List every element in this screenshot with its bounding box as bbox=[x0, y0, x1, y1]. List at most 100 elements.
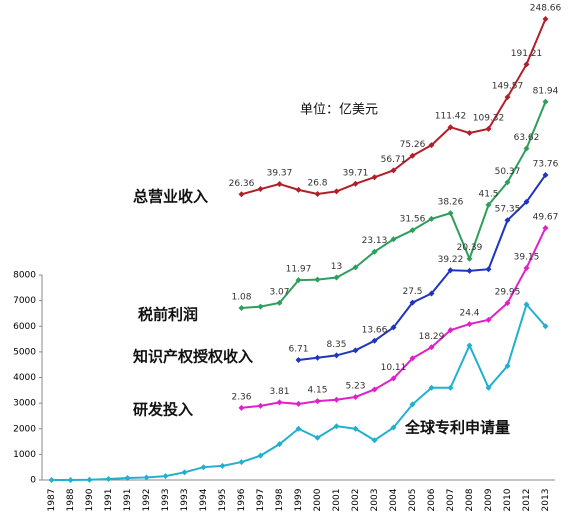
point bbox=[276, 441, 283, 448]
x-tick-label: 2002 bbox=[351, 489, 361, 512]
x-tick-label: 2010 bbox=[503, 488, 513, 511]
data-label: 57.35 bbox=[495, 205, 521, 215]
y-tick-label: 7000 bbox=[13, 296, 36, 306]
point bbox=[409, 299, 416, 306]
point bbox=[390, 236, 397, 243]
point bbox=[295, 400, 302, 407]
point bbox=[371, 437, 378, 444]
point bbox=[219, 462, 226, 469]
point bbox=[542, 224, 549, 231]
data-label: 56.71 bbox=[381, 155, 407, 165]
x-tick-label: 1992 bbox=[142, 489, 152, 512]
point bbox=[466, 321, 473, 328]
x-tick-label: 2004 bbox=[389, 488, 399, 511]
data-label: 8.35 bbox=[326, 340, 346, 350]
point bbox=[257, 303, 264, 310]
point bbox=[295, 356, 302, 363]
point bbox=[485, 316, 492, 323]
point bbox=[390, 324, 397, 331]
point bbox=[143, 474, 150, 481]
point bbox=[504, 94, 511, 101]
point bbox=[428, 215, 435, 222]
point bbox=[409, 152, 416, 159]
point bbox=[276, 181, 283, 188]
point bbox=[504, 299, 511, 306]
data-label: 18.29 bbox=[419, 332, 445, 342]
series-name: 总营业收入 bbox=[133, 188, 208, 206]
point bbox=[409, 355, 416, 362]
point bbox=[238, 404, 245, 411]
point bbox=[276, 299, 283, 306]
data-label: 39.71 bbox=[343, 168, 369, 178]
point bbox=[428, 344, 435, 351]
point bbox=[523, 301, 530, 308]
point bbox=[371, 174, 378, 181]
data-label: 39.37 bbox=[267, 169, 293, 179]
point bbox=[352, 180, 359, 187]
y-tick-label: 6000 bbox=[13, 322, 36, 332]
x-tick-label: 2005 bbox=[408, 489, 418, 512]
data-label: 41.5 bbox=[478, 189, 498, 199]
point bbox=[466, 255, 473, 262]
data-label: 39.15 bbox=[514, 252, 540, 262]
data-label: 3.07 bbox=[269, 287, 289, 297]
x-tick-label: 1995 bbox=[218, 489, 228, 512]
x-tick-label: 1987 bbox=[47, 489, 57, 512]
point bbox=[67, 477, 74, 483]
x-tick-label: 2000 bbox=[313, 488, 323, 511]
series-name: 税前利润 bbox=[138, 306, 198, 324]
point bbox=[314, 276, 321, 283]
point bbox=[124, 474, 131, 481]
point bbox=[352, 347, 359, 354]
point bbox=[105, 475, 112, 482]
point bbox=[333, 396, 340, 403]
point bbox=[542, 323, 549, 330]
point bbox=[238, 459, 245, 466]
point bbox=[295, 186, 302, 193]
point bbox=[333, 423, 340, 430]
x-tick-label: 2012 bbox=[522, 489, 532, 512]
point bbox=[542, 16, 549, 23]
y-tick-label: 1000 bbox=[13, 450, 36, 460]
point bbox=[333, 188, 340, 195]
data-label: 13 bbox=[331, 262, 342, 272]
point bbox=[428, 142, 435, 149]
x-tick-label: 1993 bbox=[180, 489, 190, 512]
data-label: 149.57 bbox=[492, 82, 524, 92]
x-tick-label: 1991 bbox=[104, 489, 114, 512]
point bbox=[485, 201, 492, 208]
data-label: 3.81 bbox=[269, 387, 289, 397]
point bbox=[428, 384, 435, 391]
point bbox=[485, 266, 492, 273]
point bbox=[428, 290, 435, 297]
x-tick-label: 2013 bbox=[541, 489, 551, 512]
point bbox=[504, 362, 511, 369]
point bbox=[314, 434, 321, 441]
point bbox=[466, 342, 473, 349]
point bbox=[238, 304, 245, 311]
y-tick-label: 3000 bbox=[13, 399, 36, 409]
data-label: 23.13 bbox=[362, 236, 388, 246]
point bbox=[390, 424, 397, 431]
data-label: 6.71 bbox=[288, 344, 308, 354]
point bbox=[352, 425, 359, 432]
data-label: 2.36 bbox=[231, 392, 251, 402]
point bbox=[466, 129, 473, 136]
point bbox=[333, 274, 340, 281]
x-tick-label: 1994 bbox=[199, 488, 209, 511]
point bbox=[257, 186, 264, 193]
unit-note: 单位：亿美元 bbox=[300, 103, 378, 118]
x-tick-label: 2006 bbox=[427, 488, 437, 511]
point bbox=[200, 464, 207, 471]
data-label: 39.22 bbox=[438, 255, 464, 265]
point bbox=[504, 217, 511, 224]
x-tick-label: 1991 bbox=[123, 489, 133, 512]
data-label: 75.26 bbox=[400, 140, 426, 150]
x-tick-label: 1996 bbox=[237, 488, 247, 511]
point bbox=[276, 399, 283, 406]
point bbox=[447, 124, 454, 131]
point bbox=[447, 267, 454, 274]
point bbox=[238, 191, 245, 198]
y-tick-label: 4000 bbox=[13, 373, 36, 383]
